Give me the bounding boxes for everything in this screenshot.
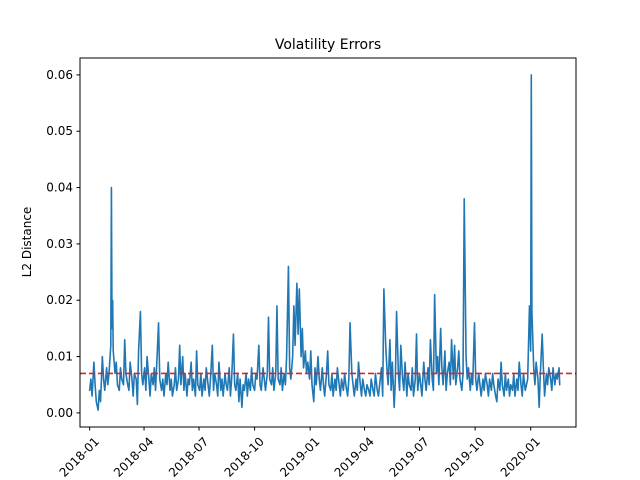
y-axis-label: L2 Distance (20, 207, 34, 278)
y-tick-label: 0.06 (46, 68, 73, 82)
y-tick-label: 0.01 (46, 350, 73, 364)
y-tick-label: 0.05 (46, 124, 73, 138)
y-tick-label: 0.04 (46, 181, 73, 195)
chart-title: Volatility Errors (275, 37, 381, 53)
y-tick-label: 0.03 (46, 237, 73, 251)
y-tick-label: 0.00 (46, 406, 73, 420)
y-tick-label: 0.02 (46, 293, 73, 307)
